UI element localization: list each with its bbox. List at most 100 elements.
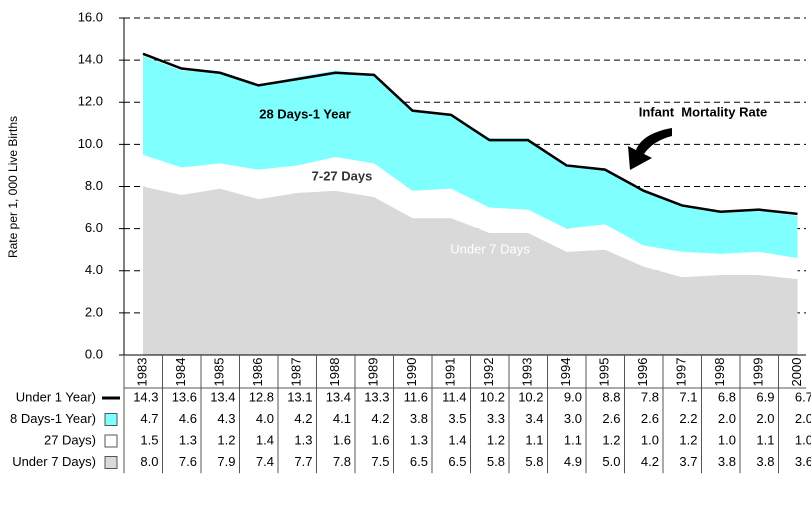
table-value: 3.0 (564, 411, 582, 426)
y-tick-label: 14.0 (78, 52, 103, 67)
table-value: 8.0 (140, 454, 158, 469)
x-tick-label: 1993 (519, 358, 534, 387)
x-tick-label: 1992 (481, 358, 496, 387)
table-value: 1.6 (333, 432, 351, 447)
table-value: 13.1 (287, 389, 312, 404)
area (143, 186, 798, 355)
annotation: Infant Mortality Rate (639, 104, 768, 119)
table-value: 1.2 (679, 432, 697, 447)
table-value: 4.3 (217, 411, 235, 426)
y-tick-label: 10.0 (78, 136, 103, 151)
x-tick-label: 1990 (404, 358, 419, 387)
table-value: 1.3 (410, 432, 428, 447)
x-tick-label: 1989 (365, 358, 380, 387)
table-value: 3.8 (756, 454, 774, 469)
table-value: 2.0 (795, 411, 811, 426)
table-value: 4.1 (333, 411, 351, 426)
table-value: 7.4 (256, 454, 274, 469)
x-tick-label: 1987 (288, 358, 303, 387)
x-tick-label: 1983 (134, 358, 149, 387)
table-value: 4.9 (564, 454, 582, 469)
x-tick-label: 1996 (635, 358, 650, 387)
table-value: 3.4 (525, 411, 543, 426)
y-tick-label: 0.0 (85, 346, 103, 361)
table-value: 1.3 (294, 432, 312, 447)
legend-label: 27 Days) (44, 432, 96, 447)
table-value: 1.2 (487, 432, 505, 447)
table-value: 11.4 (442, 389, 466, 404)
table-value: 7.7 (294, 454, 312, 469)
table-value: 6.5 (410, 454, 428, 469)
table-value: 2.2 (679, 411, 697, 426)
x-tick-label: 1995 (596, 358, 611, 387)
x-tick-label: 1991 (442, 358, 457, 387)
x-tick-label: 1988 (327, 358, 342, 387)
table-value: 11.6 (404, 389, 428, 404)
x-tick-label: 2000 (789, 358, 804, 387)
table-value: 13.6 (172, 389, 197, 404)
table-value: 3.8 (410, 411, 428, 426)
x-tick-label: 1984 (173, 358, 188, 387)
table-value: 6.8 (718, 389, 736, 404)
y-tick-label: 6.0 (85, 220, 103, 235)
table-value: 1.1 (564, 432, 582, 447)
table-value: 5.8 (525, 454, 543, 469)
table-value: 1.1 (756, 432, 774, 447)
table-value: 2.0 (718, 411, 736, 426)
table-value: 3.8 (718, 454, 736, 469)
table-value: 6.9 (756, 389, 774, 404)
annotation-arrow (628, 128, 672, 170)
table-value: 5.8 (487, 454, 505, 469)
table-value: 1.1 (525, 432, 543, 447)
table-value: 9.0 (564, 389, 582, 404)
legend-swatch (104, 456, 118, 469)
table-value: 4.0 (256, 411, 274, 426)
table-value: 7.8 (333, 454, 351, 469)
table-value: 1.2 (217, 432, 235, 447)
table-value: 8.8 (602, 389, 620, 404)
table-value: 10.2 (518, 389, 543, 404)
x-tick-label: 1994 (558, 358, 573, 387)
table-value: 13.3 (364, 389, 389, 404)
area (143, 154, 798, 280)
table-value: 10.2 (480, 389, 505, 404)
table-value: 1.3 (179, 432, 197, 447)
y-tick-label: 16.0 (78, 9, 103, 24)
table-value: 7.9 (217, 454, 235, 469)
y-axis-label: Rate per 1, 000 Live Births (6, 116, 20, 258)
y-tick-label: 4.0 (85, 262, 103, 277)
table-value: 7.5 (371, 454, 389, 469)
table-value: 1.0 (641, 432, 659, 447)
y-tick-label: 12.0 (78, 94, 103, 109)
y-tick-label: 2.0 (85, 304, 103, 319)
table-value: 6.5 (448, 454, 466, 469)
legend-swatch (104, 413, 118, 426)
table-value: 1.4 (448, 432, 466, 447)
table-value: 3.3 (487, 411, 505, 426)
table-value: 7.6 (179, 454, 197, 469)
table-value: 1.5 (140, 432, 158, 447)
table-value: 3.6 (795, 454, 811, 469)
table-value: 13.4 (210, 389, 235, 404)
table-value: 4.2 (371, 411, 389, 426)
legend-label: Under 7 Days) (12, 454, 96, 469)
line (142, 52, 798, 216)
annotation: 7-27 Days (312, 168, 373, 183)
y-tick-label: 8.0 (85, 178, 103, 193)
table-value: 1.0 (718, 432, 736, 447)
table-value: 12.8 (249, 389, 274, 404)
table-value: 5.0 (602, 454, 620, 469)
table-value: 4.2 (641, 454, 659, 469)
table-value: 2.6 (602, 411, 620, 426)
table-value: 3.7 (679, 454, 697, 469)
annotation: 28 Days-1 Year (259, 106, 351, 121)
table-value: 7.8 (641, 389, 659, 404)
x-tick-label: 1986 (250, 358, 265, 387)
table-value: 4.7 (140, 411, 158, 426)
table-value: 1.4 (256, 432, 274, 447)
annotation: Under 7 Days (450, 241, 530, 256)
table-value: 3.5 (448, 411, 466, 426)
x-tick-label: 1997 (673, 358, 688, 387)
table-value: 1.2 (602, 432, 620, 447)
table-value: 4.2 (294, 411, 312, 426)
